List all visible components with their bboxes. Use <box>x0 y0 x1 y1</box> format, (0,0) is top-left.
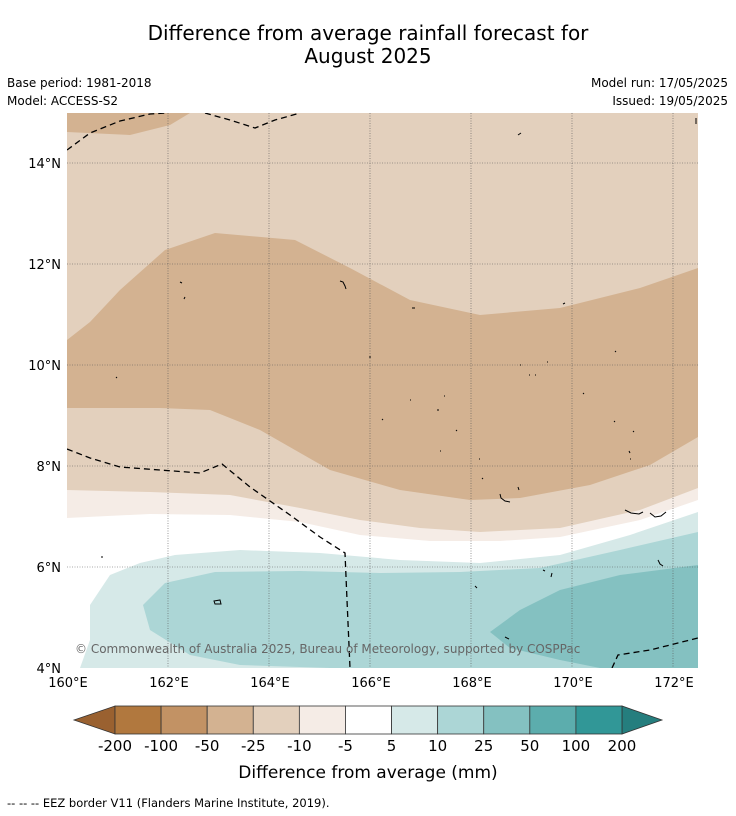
anomaly-band-minus-25 <box>67 233 698 500</box>
lat-label: 6°N <box>37 561 62 576</box>
colorbar-tick-label: 25 <box>474 737 493 755</box>
map-title-line1: Difference from average rainfall forecas… <box>147 21 589 45</box>
issued-text: Issued: 19/05/2025 <box>612 94 728 108</box>
colorbar-title: Difference from average (mm) <box>238 763 497 783</box>
colorbar-tick-label: -200 <box>98 737 132 755</box>
map-title-line2: August 2025 <box>304 44 432 68</box>
lat-label: 14°N <box>28 157 61 172</box>
meta-left: Base period: 1981-2018 Model: ACCESS-S2 <box>7 74 152 110</box>
colorbar-segment <box>252 705 300 735</box>
lat-label: 4°N <box>37 662 62 677</box>
eez-border <box>67 113 698 668</box>
colorbar-segment <box>345 705 392 735</box>
colorbar-extend-high <box>621 705 664 735</box>
colorbar-tick-label: -50 <box>195 737 220 755</box>
anomaly-band-plus-25 <box>490 565 698 668</box>
colorbar-extend-low <box>72 705 116 735</box>
colorbar-segment <box>391 705 439 735</box>
map-area: © Commonwealth of Australia 2025, Bureau… <box>67 113 698 668</box>
colorbar-labels: -200 -100 -50 -25 -10 -5 5 10 25 50 100 200 <box>98 737 636 755</box>
graticule <box>67 113 698 668</box>
colorbar-segment <box>529 705 577 735</box>
lat-label: 12°N <box>28 258 61 273</box>
colorbar-segment <box>160 705 208 735</box>
lon-label: 166°E <box>351 676 391 691</box>
colorbar-segment <box>298 705 346 735</box>
lon-label: 164°E <box>250 676 290 691</box>
map-title: Difference from average rainfall forecas… <box>0 22 736 68</box>
copyright-text: © Commonwealth of Australia 2025, Bureau… <box>75 642 580 656</box>
longitude-labels: 160°E 162°E 164°E 166°E 168°E 170°E 172°… <box>48 676 694 691</box>
colorbar-segment <box>206 705 254 735</box>
lon-label: 172°E <box>654 676 694 691</box>
colorbar-tick-label: -5 <box>338 737 353 755</box>
model-run-text: Model run: 17/05/2025 <box>590 76 728 90</box>
lon-label: 160°E <box>48 676 88 691</box>
colorbar-segment <box>437 705 485 735</box>
lon-label: 170°E <box>553 676 593 691</box>
islands <box>101 118 697 640</box>
colorbar-tick-label: -100 <box>144 737 178 755</box>
colorbar-tick-label: 200 <box>608 737 637 755</box>
colorbar-segment <box>575 705 623 735</box>
colorbar-segments <box>114 705 623 735</box>
colorbar-tick-label: 50 <box>520 737 539 755</box>
meta-right: Model run: 17/05/2025 Issued: 19/05/2025 <box>591 74 728 110</box>
lat-label: 8°N <box>37 460 62 475</box>
anomaly-band-minus-25-north <box>67 113 190 135</box>
lon-label: 168°E <box>452 676 492 691</box>
colorbar-tick-label: -10 <box>287 737 312 755</box>
colorbar-tick-label: -25 <box>241 737 266 755</box>
lon-label: 162°E <box>149 676 189 691</box>
colorbar-tick-label: 10 <box>428 737 447 755</box>
latitude-labels: 14°N 12°N 10°N 8°N 6°N 4°N <box>28 157 61 677</box>
colorbar-tick-label: 5 <box>387 737 397 755</box>
colorbar-segment <box>114 705 162 735</box>
colorbar-segment <box>483 705 531 735</box>
eez-legend-text: -- -- -- EEZ border V11 (Flanders Marine… <box>7 796 330 810</box>
lat-label: 10°N <box>28 359 61 374</box>
model-text: Model: ACCESS-S2 <box>7 94 119 108</box>
base-period-text: Base period: 1981-2018 <box>7 76 152 90</box>
colorbar-tick-label: 100 <box>562 737 591 755</box>
colorbar: -200 -100 -50 -25 -10 -5 5 10 25 50 100 200 Differe… <box>72 705 664 783</box>
